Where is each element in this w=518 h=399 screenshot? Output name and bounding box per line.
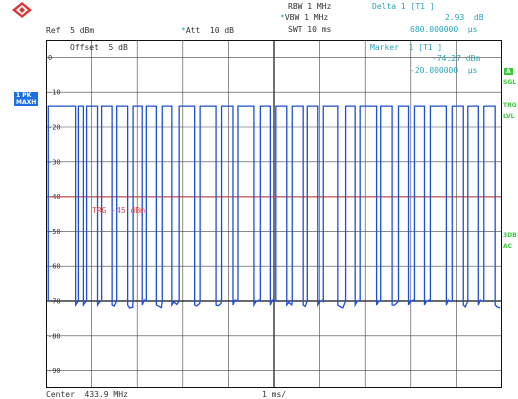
delta-marker-time: 680.000000 µs	[410, 25, 478, 34]
y-tick-label: -60	[48, 263, 61, 271]
y-tick-label: -30	[48, 158, 61, 166]
trace-line	[46, 105, 501, 309]
trace-number: 1 PK	[16, 92, 32, 99]
rohde-schwarz-logo	[12, 2, 32, 18]
spectrum-plot: 0-10-20-30-40-50-60-70-80-90	[46, 40, 502, 388]
marker-title: Marker 1 [T1 ]	[370, 43, 443, 52]
trace-a-tag[interactable]: A	[504, 68, 513, 75]
y-tick-label: -20	[48, 124, 61, 132]
ref-label: Ref 5 dBm	[46, 26, 95, 35]
3db-label: 3DB	[503, 232, 517, 239]
swt-label: SWT 10 ms	[288, 25, 332, 34]
trace-mode-tag[interactable]: 1 PK MAXH	[14, 92, 39, 106]
y-tick-label: -80	[48, 332, 61, 340]
marker-time: -20.000000 µs	[410, 66, 478, 75]
delta-marker-value: 2.93 dB	[445, 13, 484, 22]
y-tick-label: 0	[48, 54, 52, 62]
y-tick-labels: 0-10-20-30-40-50-60-70-80-90	[48, 54, 61, 375]
rbw-label: RBW 1 MHz	[288, 2, 332, 11]
time-per-division: 1 ms/	[262, 390, 287, 399]
y-tick-label: -10	[48, 89, 61, 97]
y-tick-label: -50	[48, 228, 61, 236]
att-label: *Att 10 dB	[181, 26, 234, 35]
y-tick-label: -70	[48, 298, 61, 306]
plot-border	[46, 40, 502, 388]
center-frequency: Center 433.9 MHz	[46, 390, 128, 399]
trace-detector: MAXH	[16, 99, 37, 106]
trg-label: TRG	[503, 102, 517, 109]
vbw-label: *VBW 1 MHz	[280, 13, 329, 22]
marker-value: -74.27 dBm	[432, 54, 481, 63]
lvl-label: LVL	[503, 113, 515, 120]
trigger-label: TRG -45 dBm	[92, 206, 145, 215]
ac-label: AC	[503, 243, 513, 250]
delta-marker-title: Delta 1 [T1 ]	[372, 2, 435, 11]
offset-label: Offset 5 dB	[70, 43, 128, 52]
sgl-label: SGL	[503, 79, 517, 86]
y-tick-label: -90	[48, 367, 61, 375]
